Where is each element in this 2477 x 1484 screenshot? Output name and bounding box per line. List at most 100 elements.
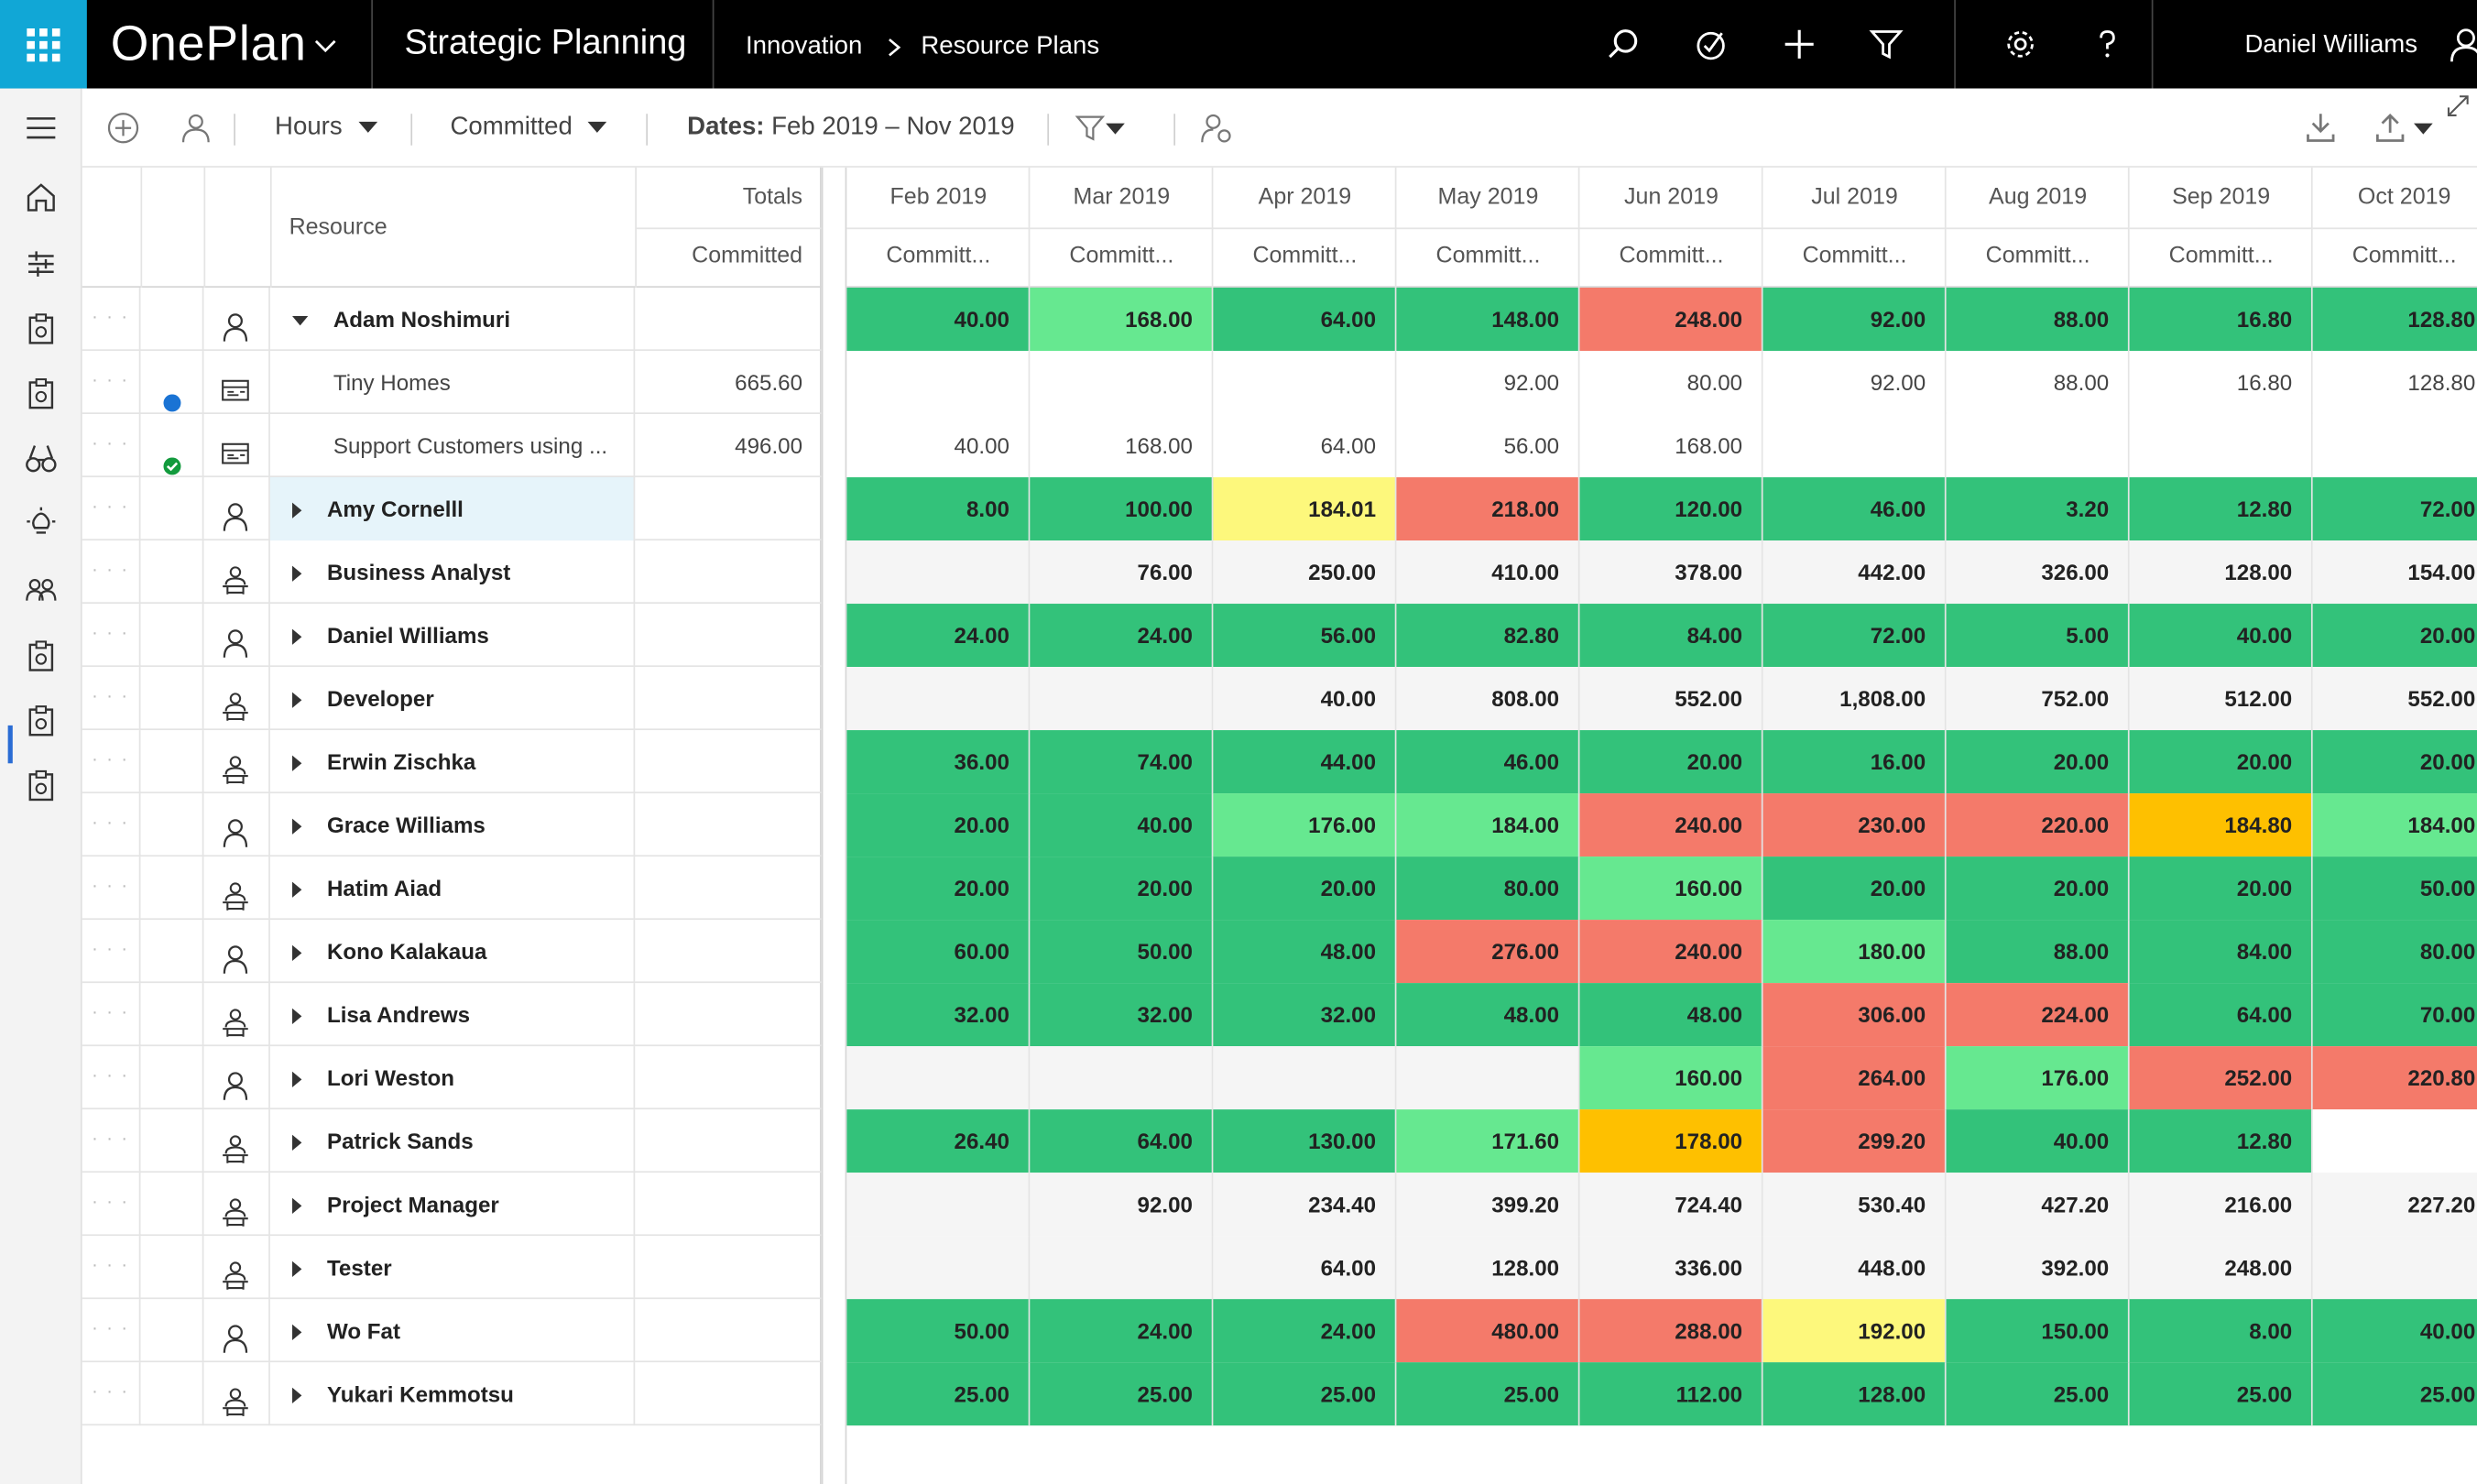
unit-dropdown[interactable]: Hours <box>275 114 377 142</box>
hours-cell[interactable] <box>1030 351 1214 415</box>
resource-name-cell[interactable]: Support Customers using ... <box>270 414 636 478</box>
hours-cell[interactable]: 8.00 <box>2129 1299 2313 1363</box>
hours-cell[interactable]: 184.80 <box>2129 793 2313 857</box>
resource-name-cell[interactable]: Lisa Andrews <box>270 983 636 1047</box>
month-sub-header[interactable]: Committ... <box>2168 243 2274 269</box>
binoculars-icon[interactable] <box>24 441 59 475</box>
hours-cell[interactable] <box>846 1236 1031 1300</box>
hours-cell[interactable]: 25.00 <box>1213 1362 1397 1426</box>
hours-cell[interactable]: 20.00 <box>1579 730 1763 794</box>
month-label[interactable]: Jul 2019 <box>1811 184 1898 211</box>
hours-cell[interactable]: 248.00 <box>2129 1236 2313 1300</box>
hours-cell[interactable]: 92.00 <box>1762 287 1947 352</box>
row-menu-icon[interactable]: · · · <box>82 1299 141 1363</box>
download-icon[interactable] <box>2303 111 2338 146</box>
resource-row[interactable]: · · · Kono Kalakaua <box>82 920 822 984</box>
hours-cell[interactable] <box>1030 1236 1214 1300</box>
hours-cell[interactable]: 48.00 <box>1396 983 1580 1047</box>
hours-cell[interactable]: 48.00 <box>1579 983 1763 1047</box>
target-icon[interactable] <box>1692 26 1730 63</box>
hours-cell[interactable]: 64.00 <box>1213 414 1397 478</box>
resource-row[interactable]: · · · Patrick Sands <box>82 1109 822 1173</box>
resource-row[interactable]: · · · Hatim Aiad <box>82 857 822 921</box>
hours-cell[interactable]: 512.00 <box>2129 667 2313 731</box>
hours-cell[interactable]: 92.00 <box>1030 1173 1214 1237</box>
add-icon[interactable] <box>1781 26 1818 63</box>
resource-name-cell[interactable]: Patrick Sands <box>270 1109 636 1173</box>
resource-name-cell[interactable]: Tester <box>270 1236 636 1300</box>
month-label[interactable]: May 2019 <box>1437 184 1539 211</box>
hours-cell[interactable]: 20.00 <box>1762 857 1947 921</box>
hours-cell[interactable]: 3.20 <box>1946 477 2130 541</box>
hours-cell[interactable]: 20.00 <box>1946 730 2130 794</box>
breadcrumb-resource-plans[interactable]: Resource Plans <box>921 33 1100 60</box>
hours-cell[interactable]: 36.00 <box>846 730 1031 794</box>
hours-cell[interactable]: 218.00 <box>1396 477 1580 541</box>
hours-cell[interactable]: 25.00 <box>846 1362 1031 1426</box>
hours-cell[interactable]: 248.00 <box>1579 287 1763 352</box>
hours-cell[interactable]: 60.00 <box>846 920 1031 984</box>
hours-cell[interactable]: 160.00 <box>1579 857 1763 921</box>
hours-cell[interactable]: 399.20 <box>1396 1173 1580 1237</box>
month-label[interactable]: Mar 2019 <box>1073 184 1171 211</box>
hours-cell[interactable]: 184.00 <box>1396 793 1580 857</box>
hours-cell[interactable]: 240.00 <box>1579 920 1763 984</box>
hours-cell[interactable]: 80.00 <box>2312 920 2477 984</box>
hours-cell[interactable]: 88.00 <box>1946 920 2130 984</box>
filter-icon[interactable] <box>1073 111 1108 146</box>
hours-cell[interactable]: 148.00 <box>1396 287 1580 352</box>
hours-cell[interactable]: 378.00 <box>1579 540 1763 605</box>
resource-name-cell[interactable]: Daniel Williams <box>270 604 636 668</box>
month-sub-header[interactable]: Committ... <box>1619 243 1724 269</box>
hours-cell[interactable]: 154.00 <box>2312 540 2477 605</box>
hours-cell[interactable]: 20.00 <box>1213 857 1397 921</box>
row-menu-icon[interactable]: · · · <box>82 604 141 668</box>
hours-cell[interactable] <box>1762 414 1947 478</box>
hours-cell[interactable]: 25.00 <box>1396 1362 1580 1426</box>
hours-cell[interactable] <box>846 1173 1031 1237</box>
app-launcher-icon[interactable] <box>0 0 87 89</box>
hours-cell[interactable]: 178.00 <box>1579 1109 1763 1173</box>
hours-cell[interactable]: 16.80 <box>2129 351 2313 415</box>
hours-cell[interactable]: 392.00 <box>1946 1236 2130 1300</box>
hours-cell[interactable]: 480.00 <box>1396 1299 1580 1363</box>
resource-row[interactable]: · · · Wo Fat <box>82 1299 822 1363</box>
gear-icon[interactable] <box>2002 26 2039 63</box>
resource-row[interactable]: · · · Adam Noshimuri <box>82 287 822 352</box>
hours-cell[interactable] <box>846 351 1031 415</box>
expand-icon[interactable] <box>292 819 302 835</box>
help-icon[interactable] <box>2089 26 2126 63</box>
resource-name-cell[interactable]: Developer <box>270 667 636 731</box>
resource-row[interactable]: · · · Business Analyst <box>82 540 822 605</box>
hours-cell[interactable]: 56.00 <box>1396 414 1580 478</box>
hours-cell[interactable]: 16.00 <box>1762 730 1947 794</box>
row-menu-icon[interactable]: · · · <box>82 1109 141 1173</box>
month-sub-header[interactable]: Committ... <box>1985 243 2090 269</box>
resource-row[interactable]: · · · Project Manager <box>82 1173 822 1237</box>
hamburger-menu-icon[interactable] <box>24 111 59 146</box>
month-sub-header[interactable]: Committ... <box>2352 243 2457 269</box>
lightbulb-icon[interactable] <box>24 506 59 540</box>
hours-cell[interactable]: 112.00 <box>1579 1362 1763 1426</box>
home-icon[interactable] <box>24 180 59 215</box>
hours-cell[interactable]: 12.80 <box>2129 1109 2313 1173</box>
resource-row[interactable]: · · · Support Customers using ... 496.00 <box>82 414 822 478</box>
row-menu-icon[interactable]: · · · <box>82 1362 141 1426</box>
hours-cell[interactable]: 180.00 <box>1762 920 1947 984</box>
row-menu-icon[interactable]: · · · <box>82 477 141 541</box>
month-sub-header[interactable]: Committ... <box>886 243 991 269</box>
hours-cell[interactable]: 220.00 <box>1946 793 2130 857</box>
assign-person-icon[interactable] <box>177 111 212 146</box>
expand-icon[interactable] <box>292 503 302 519</box>
hours-cell[interactable]: 40.00 <box>846 414 1031 478</box>
hours-cell[interactable]: 20.00 <box>1946 857 2130 921</box>
expand-icon[interactable] <box>292 882 302 899</box>
hours-cell[interactable]: 56.00 <box>1213 604 1397 668</box>
hours-cell[interactable] <box>2312 1236 2477 1300</box>
expand-icon[interactable] <box>292 1072 302 1088</box>
hours-cell[interactable]: 230.00 <box>1762 793 1947 857</box>
hours-cell[interactable]: 32.00 <box>1030 983 1214 1047</box>
hours-cell[interactable]: 24.00 <box>846 604 1031 668</box>
row-menu-icon[interactable]: · · · <box>82 667 141 731</box>
hours-cell[interactable]: 216.00 <box>2129 1173 2313 1237</box>
